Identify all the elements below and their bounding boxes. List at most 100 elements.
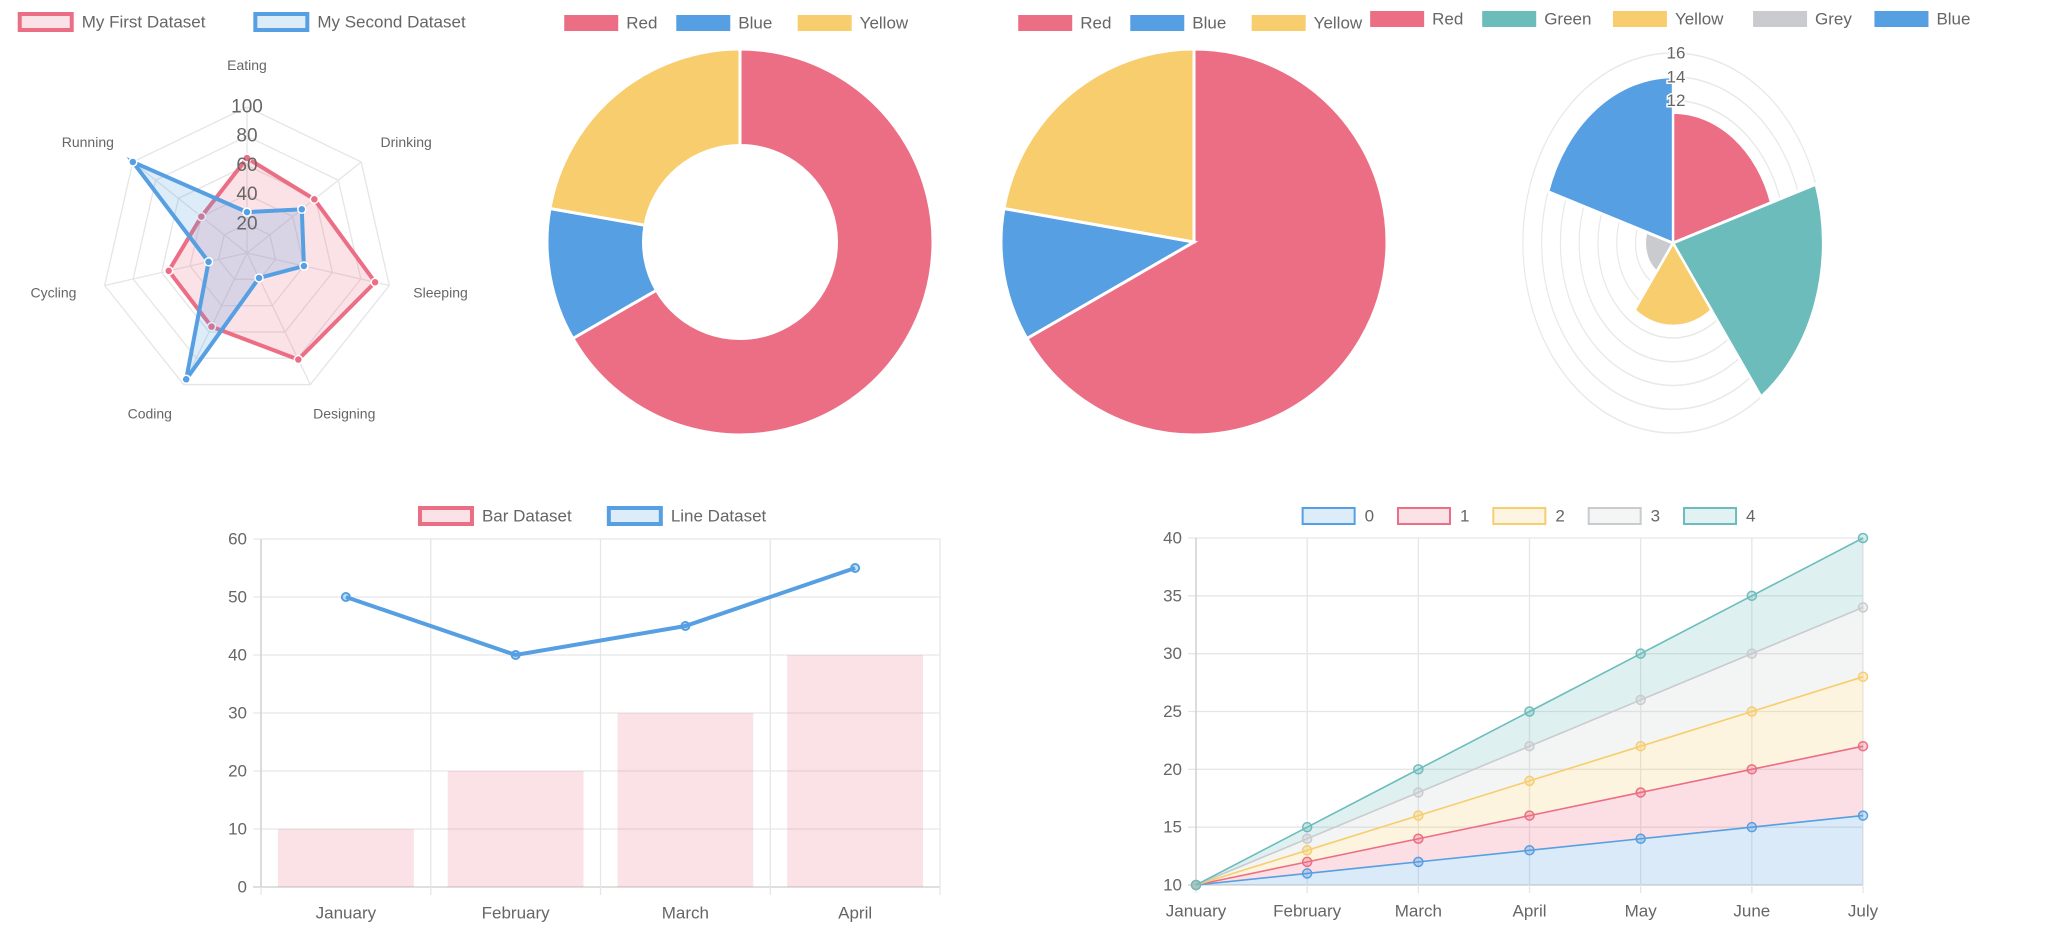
- area-line-1: [1195, 745, 1864, 886]
- x-tick-label: March: [1395, 902, 1442, 921]
- legend-item[interactable]: Red: [1018, 14, 1111, 33]
- polar-tick-label: 16: [1667, 44, 1686, 63]
- area-point: [1857, 532, 1869, 544]
- legend-swatch: [1301, 507, 1356, 525]
- y-tick-label: 20: [1163, 760, 1182, 779]
- area-line-2: [1195, 676, 1864, 886]
- radar-axis-label: Cycling: [31, 285, 77, 301]
- legend: My First Dataset My Second Dataset: [17, 12, 466, 32]
- area-point: [1746, 706, 1758, 717]
- polar-segment-red: [1671, 110, 1773, 246]
- x-tick-label: June: [1733, 902, 1770, 921]
- radar-grid-ring: [189, 193, 305, 307]
- radar-axis-label: Running: [62, 134, 114, 150]
- radar-axis-label: Sleeping: [413, 285, 468, 301]
- bar: [617, 713, 754, 887]
- legend-swatch: [1753, 11, 1808, 27]
- legend-item[interactable]: Blue: [1130, 14, 1226, 33]
- y-tick-label: 0: [238, 878, 247, 897]
- legend-item[interactable]: Yellow: [797, 14, 909, 33]
- legend-item[interactable]: Line Dataset: [606, 506, 767, 526]
- legend-label: Blue: [738, 14, 772, 33]
- legend-item[interactable]: Red: [1370, 10, 1463, 29]
- y-tick-label: 50: [228, 588, 247, 607]
- y-tick-label: 30: [228, 704, 247, 723]
- legend: Red Green Yellow Grey Blue: [1370, 10, 1970, 29]
- radar-point: [163, 266, 174, 276]
- y-tick-label: 10: [228, 820, 247, 839]
- polar-segment-green: [1671, 182, 1825, 399]
- area-point: [1301, 833, 1313, 844]
- y-tick-label: 10: [1163, 876, 1182, 895]
- legend-item[interactable]: Yellow: [1612, 10, 1724, 29]
- legend-item[interactable]: Grey: [1753, 10, 1852, 29]
- line-point: [680, 621, 691, 631]
- doughnut-slice-red: [570, 47, 935, 437]
- area-point: [1746, 590, 1758, 602]
- polar-area: [1522, 52, 1825, 434]
- legend-label: Yellow: [860, 14, 909, 33]
- legend: 0 1 2 3 4: [1301, 507, 1755, 526]
- radar-spoke: [132, 161, 248, 254]
- legend-item[interactable]: 4: [1683, 507, 1755, 526]
- legend-item[interactable]: My First Dataset: [17, 12, 206, 32]
- legend-item[interactable]: Yellow: [1251, 14, 1363, 33]
- x-tick-label: April: [838, 904, 872, 923]
- area-point: [1301, 845, 1313, 856]
- legend-item[interactable]: 0: [1301, 507, 1374, 526]
- legend-swatch: [1612, 11, 1667, 27]
- x-tick-label: May: [1625, 902, 1658, 921]
- radar-point: [370, 277, 380, 287]
- area-point: [1301, 868, 1313, 879]
- pie-slice-blue: [999, 206, 1199, 341]
- pie-slice-yellow: [1002, 47, 1196, 244]
- legend-swatch: [564, 15, 619, 31]
- line-point: [510, 650, 521, 660]
- legend-item[interactable]: 3: [1587, 507, 1660, 526]
- legend-item[interactable]: My Second Dataset: [253, 12, 466, 32]
- radar-point: [242, 153, 252, 163]
- area-point: [1524, 845, 1535, 856]
- legend-item[interactable]: 1: [1396, 507, 1469, 526]
- legend-item[interactable]: Bar Dataset: [417, 506, 572, 526]
- doughnut-slice-yellow: [548, 47, 742, 227]
- legend-swatch: [1874, 11, 1929, 27]
- radar-point: [299, 261, 309, 271]
- x-tick-label: January: [1166, 902, 1227, 921]
- legend-label: Red: [626, 14, 657, 33]
- legend-label: Blue: [1192, 14, 1226, 33]
- y-tick-label: 60: [228, 530, 247, 549]
- radar-grid-ring: [160, 164, 334, 333]
- legend-swatch: [1482, 11, 1537, 27]
- legend-item[interactable]: 2: [1492, 507, 1565, 526]
- x-tick-label: July: [1848, 902, 1879, 921]
- area-point: [1857, 602, 1869, 613]
- polar-segment-blue: [1546, 75, 1675, 246]
- radar-point: [297, 204, 307, 215]
- legend-label: Yellow: [1314, 14, 1363, 33]
- legend-label: My Second Dataset: [317, 13, 466, 32]
- legend-item[interactable]: Blue: [1874, 10, 1970, 29]
- radar-axis-label: Eating: [227, 57, 267, 73]
- radar-spoke: [183, 252, 248, 385]
- legend-swatch: [797, 15, 852, 31]
- radar-point: [206, 321, 217, 332]
- legend-label: 0: [1365, 507, 1374, 526]
- area-point: [1635, 787, 1646, 798]
- legend-swatch: [1492, 507, 1547, 525]
- area-point: [1524, 706, 1535, 717]
- legend-item[interactable]: Red: [564, 14, 657, 33]
- legend-swatch: [253, 12, 310, 32]
- radar-series-1: [126, 157, 306, 381]
- grid: [253, 538, 941, 895]
- radar-tick-label: 60: [236, 155, 257, 176]
- polar-tick-label: 14: [1667, 67, 1686, 86]
- legend-item[interactable]: Green: [1482, 10, 1591, 29]
- radar-grid: [103, 106, 391, 386]
- line-series: [345, 566, 856, 658]
- y-tick-label: 30: [1163, 644, 1182, 663]
- y-tick-label: 35: [1163, 586, 1182, 605]
- radar-point: [242, 207, 252, 217]
- legend-item[interactable]: Blue: [676, 14, 772, 33]
